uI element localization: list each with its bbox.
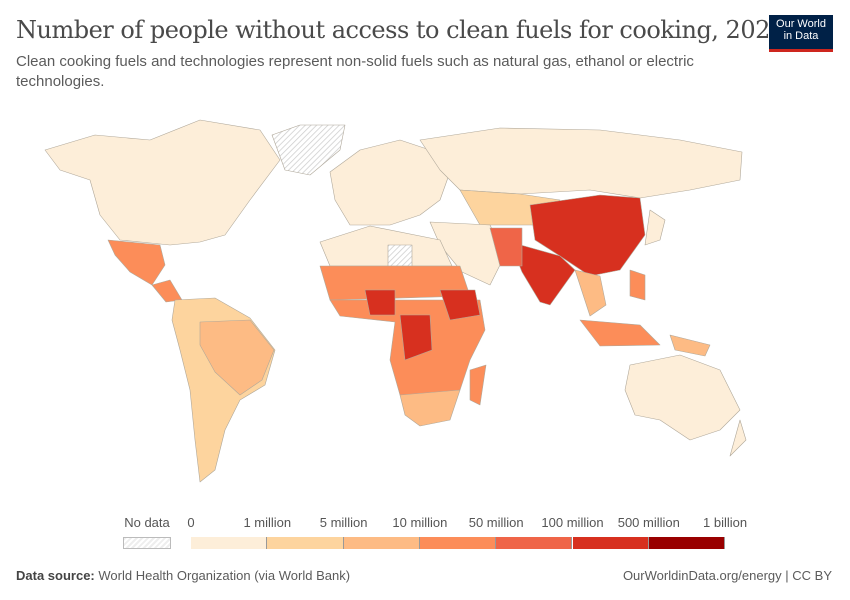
country-japan[interactable]: [644, 209, 666, 246]
legend-bin[interactable]: [191, 537, 268, 549]
logo-text: Our World: [776, 18, 826, 30]
country-indonesia[interactable]: [579, 319, 661, 347]
country-russia[interactable]: [419, 127, 743, 199]
source-label: Data source:: [16, 568, 95, 583]
legend-tick-label: 50 million: [468, 515, 524, 530]
country-dr-congo[interactable]: [399, 314, 433, 361]
country-southern-africa[interactable]: [399, 389, 461, 427]
legend-tick-label: 1 million: [243, 515, 292, 530]
chart-title: Number of people without access to clean…: [16, 16, 785, 44]
country-greenland[interactable]: [271, 124, 346, 176]
legend: No data 0 1 million 5 million 10 million 50 …: [0, 515, 850, 555]
legend-tick-label: 10 million: [392, 515, 448, 530]
country-europe[interactable]: [329, 139, 451, 226]
country-papua-new-guinea[interactable]: [669, 334, 711, 357]
world-map: [44, 119, 747, 483]
country-libya[interactable]: [387, 244, 413, 267]
legend-no-data-label: No data: [124, 515, 170, 530]
legend-tick-label: 100 million: [541, 515, 604, 530]
country-southeast-asia[interactable]: [574, 269, 607, 317]
country-central-america[interactable]: [151, 279, 183, 303]
country-mexico[interactable]: [107, 239, 166, 286]
country-australia[interactable]: [624, 354, 741, 441]
country-madagascar[interactable]: [469, 364, 487, 406]
legend-tick-label: 5 million: [319, 515, 368, 530]
country-pakistan-afghanistan[interactable]: [489, 227, 523, 267]
country-new-zealand[interactable]: [729, 419, 747, 457]
legend-tick-label: 0: [187, 515, 195, 530]
url-license[interactable]: OurWorldinData.org/energy | CC BY: [622, 568, 832, 583]
country-nigeria[interactable]: [364, 289, 396, 316]
legend-bin[interactable]: [496, 537, 573, 549]
legend-tick-label: 500 million: [617, 515, 680, 530]
source-text[interactable]: World Health Organization (via World Ban…: [98, 568, 351, 583]
country-north-africa[interactable]: [319, 225, 453, 267]
legend-bin[interactable]: [419, 537, 497, 549]
owid-logo[interactable]: Our World in Data: [769, 15, 833, 52]
logo-text: in Data: [783, 30, 819, 42]
country-china[interactable]: [529, 194, 646, 277]
country-philippines[interactable]: [629, 269, 646, 301]
legend-bin[interactable]: [648, 537, 726, 549]
chart-subtitle: Clean cooking fuels and technologies rep…: [16, 53, 694, 90]
legend-bin[interactable]: [572, 537, 649, 549]
country-india[interactable]: [509, 241, 576, 306]
data-source: Data source: World Health Organization (…: [16, 568, 350, 583]
legend-bin[interactable]: [267, 537, 344, 549]
country-brazil[interactable]: [199, 319, 275, 396]
country-ethiopia[interactable]: [439, 289, 481, 321]
legend-no-data-swatch: [123, 537, 171, 549]
country-north-america[interactable]: [44, 119, 281, 246]
legend-bin[interactable]: [343, 537, 420, 549]
legend-tick-label: 1 billion: [703, 515, 748, 530]
